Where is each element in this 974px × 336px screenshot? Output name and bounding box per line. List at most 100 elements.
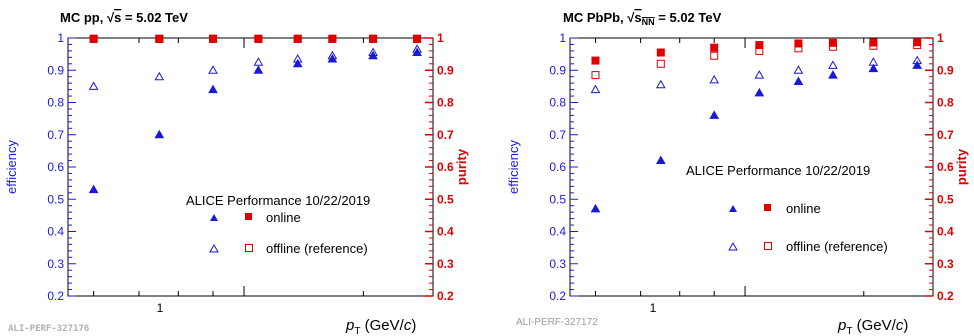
data-point-purity-offline [591,71,600,80]
legend-marker-online-eff [210,214,218,221]
legend-marker-online-pur [764,204,771,211]
y-tick-label-left: 0.4 [47,225,64,239]
data-point-purity-online [208,34,217,43]
y-axis-label-right: purity [954,148,969,185]
data-point-purity-offline [413,34,422,43]
tick-marks [570,37,933,297]
y-tick-label-left: 0.5 [47,192,64,206]
data-point-efficiency-online [868,63,879,73]
y-tick-label-left: 0.9 [47,63,64,77]
legend-label-online: online [786,201,821,216]
y-tick-label-right: 0.6 [937,160,954,174]
y-tick-label-right: 0.7 [437,128,454,142]
tick-marks [68,37,433,297]
data-point-efficiency-offline [292,53,303,63]
y-tick-label-right: 0.9 [937,63,954,77]
data-point-efficiency-offline [368,47,378,57]
data-point-efficiency-offline [754,70,765,79]
data-point-purity-offline [869,41,878,50]
data-point-purity-online [369,34,378,43]
y-tick-label-right: 0.9 [437,63,454,77]
data-point-purity-offline [828,42,837,51]
data-point-efficiency-offline [828,60,838,69]
y-tick-label-left: 0.2 [47,289,64,303]
legend-marker-online-pur [245,213,252,220]
legend-label-offline: offline (reference) [786,239,888,254]
y-axis-label-right: purity [454,148,469,185]
legend: online offline (reference) [209,210,368,256]
watermark: ALI-PERF-327176 [8,324,89,334]
data-point-purity-online [89,34,98,43]
chart-title: MC pp, √s = 5.02 TeV [60,10,188,25]
y-tick-label-right: 0.4 [437,225,454,239]
chart-pbpb: MC PbPb, √sNN = 5.02 TeV 1 0.20.30.40.50… [506,10,969,336]
data-points [590,38,923,213]
x-axis-label: pT (GeV/c) [837,317,908,336]
y-tick-label-left: 0.5 [549,192,566,206]
x-tick-label: 1 [157,301,164,315]
y-axis-label-left: efficiency [4,140,19,194]
y-tick-label-right: 0.3 [937,257,954,271]
data-point-efficiency-offline [655,79,666,89]
data-point-purity-online [155,34,164,43]
performance-annotation: ALICE Performance 10/22/2019 [186,193,370,208]
y-tick-label-right: 0.2 [937,289,954,303]
data-point-purity-online [293,34,302,43]
data-point-purity-offline [794,44,803,53]
data-point-efficiency-online [754,87,765,97]
sqrt-sign: √ [107,10,115,25]
data-point-purity-offline [254,34,263,43]
y-tick-labels-right: 0.2 0.3 0.4 0.5 0.6 0.7 0.8 0.9 1 [937,31,954,303]
data-point-purity-online [328,34,337,43]
chart-pp: MC pp, √s = 5.02 TeV 1 0.20.30.40.50.60.… [4,10,469,336]
legend-marker-offline-pur [245,244,253,252]
y-tick-labels-left: 0.2 0.3 0.4 0.5 0.6 0.7 0.8 0.9 1 [549,31,566,303]
data-point-purity-online [591,56,600,65]
data-point-efficiency-online [154,129,165,139]
data-point-purity-offline [656,59,665,68]
y-tick-label-right: 1 [437,31,444,45]
data-point-efficiency-offline [327,50,338,60]
data-point-efficiency-offline [912,55,923,65]
data-point-efficiency-offline [88,81,99,90]
data-point-purity-online [755,41,764,50]
data-point-efficiency-online [912,60,923,69]
legend-label-online: online [266,210,301,225]
legend-label-offline: offline (reference) [266,241,368,256]
data-point-purity-offline [293,34,302,43]
y-tick-labels-left: 0.2 0.3 0.4 0.5 0.6 0.7 0.8 0.9 1 [47,31,64,303]
data-point-efficiency-online [709,110,720,119]
data-point-purity-online [794,39,803,48]
data-point-purity-offline [89,34,98,43]
data-point-efficiency-online [253,65,264,74]
y-tick-label-left: 0.6 [47,160,64,174]
y-tick-label-right: 1 [937,31,944,45]
y-tick-labels-right: 0.2 0.3 0.4 0.5 0.6 0.7 0.8 0.9 1 [437,31,454,303]
legend-marker-offline-eff [728,241,738,251]
data-point-purity-online [656,48,665,57]
data-point-efficiency-online [208,84,218,94]
y-tick-label-right: 0.6 [437,160,454,174]
data-point-purity-online [413,34,422,43]
y-tick-label-left: 0.2 [549,289,566,303]
y-tick-label-right: 0.8 [937,96,954,110]
data-point-purity-offline [710,51,719,60]
y-tick-label-right: 0.7 [937,128,954,142]
data-point-efficiency-offline [590,84,601,94]
legend-marker-offline-eff [209,243,219,253]
y-tick-label-right: 0.4 [937,225,954,239]
watermark: ALI-PERF-327172 [516,317,598,328]
data-point-efficiency-online [88,184,99,194]
data-point-purity-online [254,34,263,43]
data-point-efficiency-offline [253,57,264,66]
data-points [88,34,422,194]
x-tick-label: 1 [650,301,657,315]
data-point-purity-online [913,38,922,47]
data-point-efficiency-online [655,155,666,165]
data-point-purity-offline [369,34,378,43]
y-tick-label-right: 0.5 [937,192,954,206]
y-tick-label-left: 0.3 [549,257,566,271]
performance-annotation: ALICE Performance 10/22/2019 [686,163,870,178]
y-tick-label-left: 0.4 [549,225,566,239]
